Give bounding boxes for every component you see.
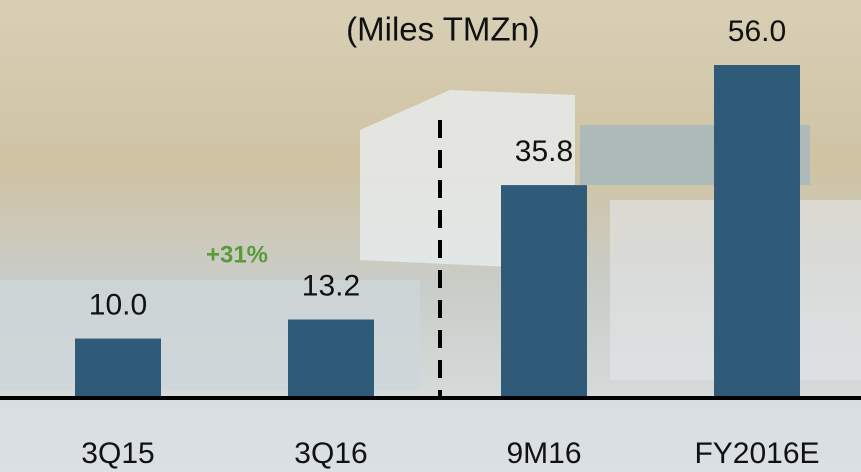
bar (75, 339, 161, 398)
x-tick-label: 9M16 (506, 437, 581, 470)
value-label: 56.0 (728, 15, 786, 48)
bar (288, 320, 374, 398)
value-label: 35.8 (515, 135, 573, 168)
annotation: +31% (206, 241, 268, 268)
bar (501, 185, 587, 398)
x-tick-label: 3Q16 (294, 437, 367, 470)
x-tick-label: FY2016E (694, 437, 819, 470)
value-label: 13.2 (302, 269, 360, 302)
value-label: 10.0 (89, 288, 147, 321)
x-tick-label: 3Q15 (81, 437, 154, 470)
chart-title: (Miles TMZn) (346, 11, 540, 48)
chart: (Miles TMZn) +31% 10.0 3Q15 13.2 3Q16 35.8 9M… (0, 0, 861, 472)
page: (Miles TMZn) +31% 10.0 3Q15 13.2 3Q16 35.8 9M… (0, 0, 861, 472)
bar (714, 65, 800, 398)
